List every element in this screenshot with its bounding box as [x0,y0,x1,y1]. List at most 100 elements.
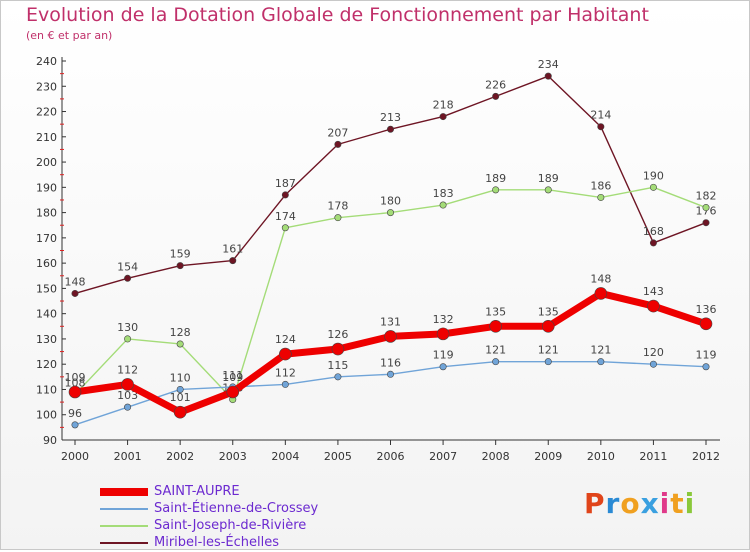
chart-subtitle: (en € et par an) [26,29,113,42]
data-label: 128 [170,326,191,339]
data-point [489,319,502,333]
data-label: 110 [170,371,191,384]
data-label: 124 [275,333,296,346]
data-label: 96 [68,407,82,420]
y-tick-label: 90 [43,434,57,447]
data-label: 109 [222,371,243,384]
data-label: 126 [327,328,348,341]
data-point [176,340,184,348]
y-tick-label: 100 [36,409,57,422]
data-point [71,289,79,297]
data-point [597,358,605,366]
legend-swatch [100,488,148,496]
line-chart: 90 100 110 120 130 140 150 160 170 180 190 200 210 22… [36,55,720,463]
data-point [544,358,552,366]
data-point [597,193,605,201]
legend-swatch [100,508,148,510]
data-point [331,342,345,356]
logo-letter: o [620,487,641,520]
data-label: 178 [327,200,348,213]
data-label: 234 [538,58,559,71]
data-label: 226 [485,78,506,91]
x-tick-label: 2005 [324,450,352,463]
y-tick-label: 180 [36,207,57,220]
data-point [386,370,394,378]
data-point [334,214,342,222]
data-point [492,92,500,100]
proxiti-logo: Proxiti [584,487,695,520]
y-tick-label: 160 [36,257,57,270]
data-point [492,358,500,366]
data-label: 187 [275,177,296,190]
data-label: 135 [485,305,506,318]
data-point [649,239,657,247]
data-point [176,262,184,270]
data-point [541,319,555,333]
data-point [121,378,134,391]
x-tick-label: 2000 [61,450,89,463]
y-tick-label: 210 [36,131,57,144]
legend-label: SAINT-AUPRE [154,484,240,499]
data-point [544,186,552,194]
logo-letter: P [584,487,606,520]
x-tick-label: 2007 [429,450,457,463]
data-point [68,385,82,399]
y-tick-label: 150 [36,282,57,295]
data-label: 186 [590,179,611,192]
data-label: 131 [380,315,401,328]
x-tick-label: 2009 [534,450,562,463]
data-point [124,274,132,282]
data-point [176,385,184,393]
logo-letter: i [659,487,671,520]
data-point [702,204,710,212]
y-tick-label: 130 [36,333,57,346]
data-point [594,287,608,300]
data-label: 101 [170,391,191,404]
data-point [281,380,289,388]
data-label: 130 [117,321,138,334]
logo-letter: r [605,487,621,520]
data-point [647,299,660,313]
data-label: 176 [696,205,717,218]
data-label: 121 [590,344,611,357]
data-point [334,373,342,381]
y-tick-label: 230 [36,80,57,93]
data-point [71,421,79,429]
x-tick-label: 2003 [219,450,247,463]
legend-label: Miribel-les-Échelles [154,535,280,550]
series-line [74,75,707,295]
x-tick-label: 2001 [114,450,142,463]
data-point [439,201,447,209]
data-point [334,140,342,148]
data-label: 111 [222,369,243,382]
y-tick-label: 110 [36,383,57,396]
data-label: 214 [590,109,611,122]
data-point [702,363,710,371]
data-point [597,123,605,131]
y-tick-label: 170 [36,232,57,245]
data-point [492,186,500,194]
data-label: 116 [380,356,401,369]
data-label: 183 [433,187,454,200]
data-point [124,403,132,411]
data-label: 136 [696,303,717,316]
y-tick-label: 190 [36,181,57,194]
data-label: 119 [433,349,454,362]
data-label: 174 [275,210,296,223]
legend-label: Saint-Étienne-de-Crossey [154,501,319,516]
data-label: 119 [696,349,717,362]
legend-swatch [100,542,148,544]
x-tick-label: 2008 [482,450,510,463]
data-point [436,327,450,341]
data-point [699,317,713,331]
data-label: 148 [65,275,86,288]
data-label: 218 [433,99,454,112]
data-label: 115 [327,359,348,372]
legend-label: Saint-Joseph-de-Rivière [154,518,307,533]
data-point [386,125,394,133]
x-tick-label: 2006 [377,450,405,463]
x-tick-label: 2012 [692,450,720,463]
data-label: 109 [65,371,86,384]
data-point [229,257,237,265]
y-tick-label: 240 [36,55,57,68]
